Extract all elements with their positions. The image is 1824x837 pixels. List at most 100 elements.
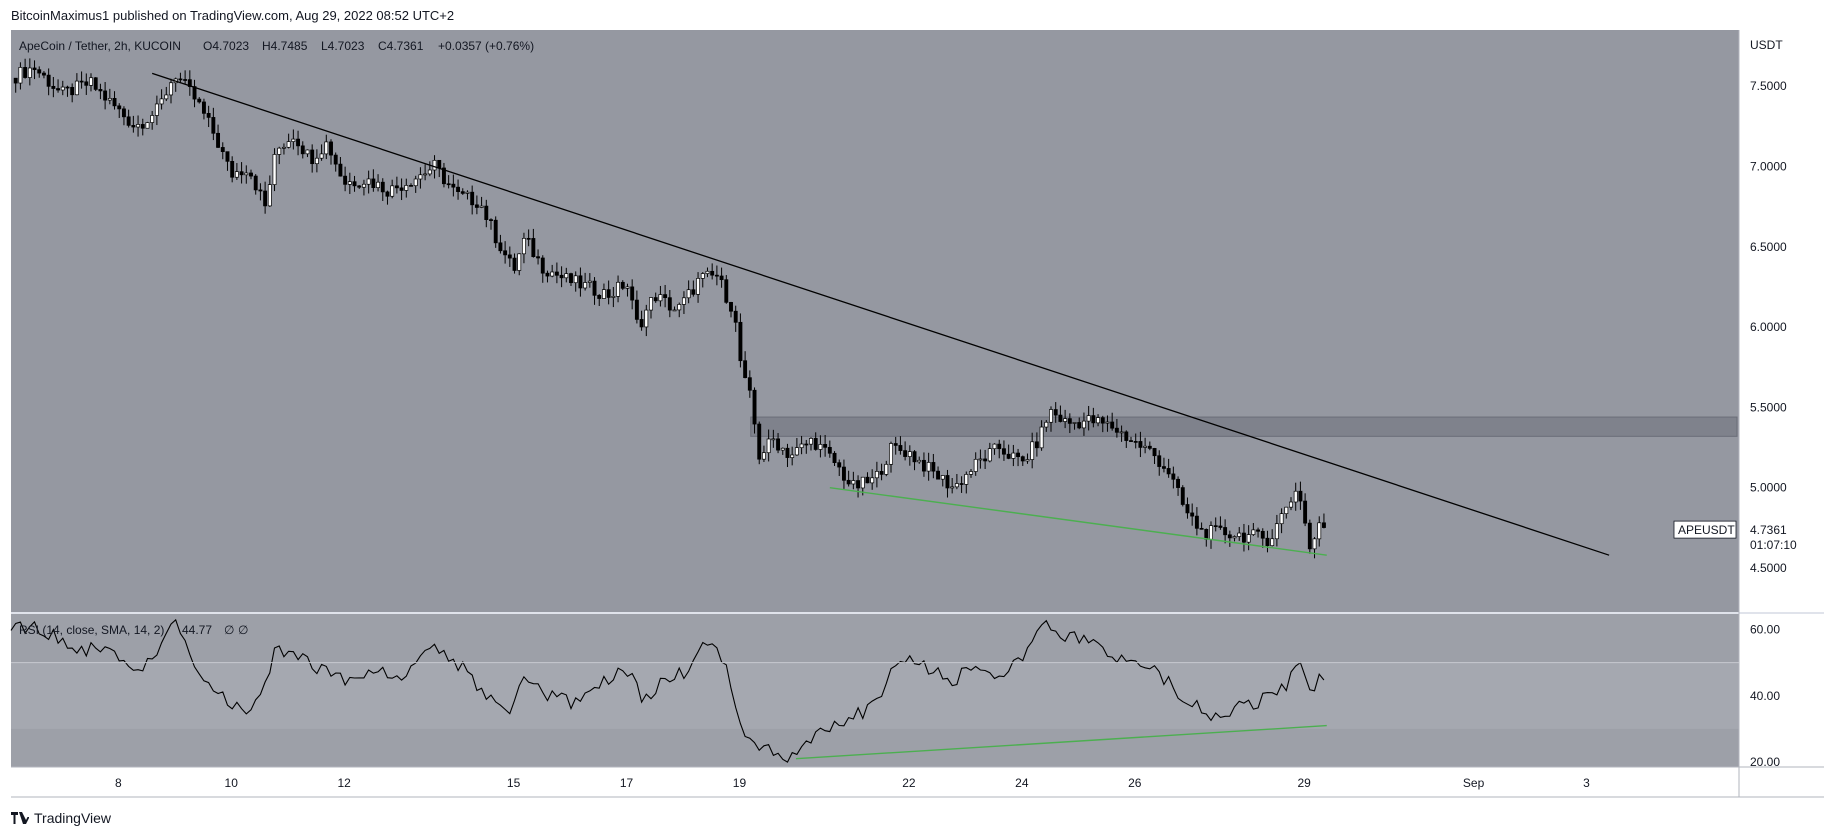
candle-body — [931, 462, 936, 472]
rsi-band — [11, 662, 1739, 729]
candle-body — [329, 141, 333, 156]
candle-body — [394, 185, 399, 189]
candle-body — [587, 280, 592, 283]
support-line[interactable] — [829, 487, 1327, 556]
candle-body — [1171, 473, 1176, 480]
candle-body — [1049, 409, 1053, 423]
candle-body — [710, 270, 715, 276]
price-tick-label: 6.0000 — [1750, 320, 1787, 334]
candle-body — [18, 67, 23, 84]
candle-body — [804, 443, 809, 446]
candle-body — [743, 360, 748, 379]
candle-body — [1232, 536, 1237, 539]
candle-body — [1058, 414, 1063, 422]
candle-body — [131, 125, 136, 128]
resistance-zone[interactable] — [750, 416, 1738, 437]
candle-body — [644, 309, 649, 328]
candle-body — [230, 160, 235, 178]
candle-body — [244, 172, 249, 176]
candle-body — [1317, 522, 1322, 540]
candle-body — [1246, 534, 1251, 543]
candle-body — [978, 458, 983, 461]
candle-body — [592, 280, 597, 296]
rsi-legend-label[interactable]: RSI (14, close, SMA, 14, 2) — [19, 623, 164, 637]
candle-body — [1081, 420, 1086, 429]
candle-body — [432, 159, 437, 171]
candle-body — [1105, 421, 1110, 424]
candle-body — [1176, 478, 1181, 488]
candle-body — [818, 444, 823, 450]
time-tick-label: 19 — [733, 776, 747, 790]
candle-body — [611, 295, 616, 298]
candle-body — [550, 271, 555, 277]
candle-body — [733, 310, 738, 323]
candle-body — [620, 281, 625, 289]
candle-body — [921, 459, 926, 472]
candle-body — [959, 483, 964, 485]
candle-body — [837, 462, 842, 468]
candle-body — [249, 172, 253, 177]
candle-body — [263, 190, 268, 207]
candle-body — [950, 486, 955, 489]
last-price-countdown: 01:07:10 — [1750, 538, 1797, 552]
candle-body — [1143, 445, 1148, 448]
candle-body — [300, 145, 305, 155]
time-axis-bg[interactable] — [11, 767, 1739, 797]
candle-body — [150, 115, 155, 123]
candle-body — [418, 174, 423, 180]
legend-symbol[interactable]: ApeCoin / Tether, 2h, KUCOIN — [19, 39, 181, 53]
price-axis-unit: USDT — [1750, 38, 1783, 52]
candle-body — [799, 443, 804, 449]
candle-body — [625, 286, 630, 289]
candle-body — [964, 474, 969, 485]
candle-body — [451, 183, 456, 188]
candle-body — [1039, 426, 1044, 449]
candle-body — [1321, 522, 1326, 528]
rsi-axis-ticks: 60.00 40.00 20.00 — [1750, 623, 1780, 769]
legend-open: O4.7023 — [203, 39, 249, 53]
tradingview-brand[interactable]: TradingView — [11, 810, 111, 826]
time-tick-label: 29 — [1297, 776, 1311, 790]
candle-body — [663, 294, 668, 299]
published-caption: BitcoinMaximus1 published on TradingView… — [11, 8, 455, 23]
candle-body — [1274, 523, 1279, 540]
candle-body — [347, 181, 352, 185]
candle-body — [634, 299, 639, 320]
candle-body — [1077, 422, 1082, 429]
candle-body — [686, 289, 691, 299]
time-tick-label: 24 — [1015, 776, 1029, 790]
candle-body — [761, 452, 766, 460]
candle-body — [277, 147, 282, 155]
candle-body — [1251, 529, 1256, 535]
candle-body — [1114, 427, 1119, 433]
candle-body — [460, 191, 465, 194]
candle-body — [700, 273, 705, 279]
candle-body — [813, 438, 818, 450]
price-tick-label: 6.5000 — [1750, 240, 1787, 254]
candle-body — [954, 483, 959, 488]
candle-body — [220, 147, 225, 153]
descending-trendline[interactable] — [151, 72, 1610, 556]
candle-body — [583, 282, 588, 289]
candle-body — [569, 273, 573, 284]
rsi-support-line[interactable] — [795, 724, 1327, 760]
candle-body — [601, 289, 606, 299]
candle-body — [159, 98, 164, 105]
tradingview-logo-icon — [11, 812, 29, 824]
candle-body — [997, 443, 1002, 450]
candle-body — [714, 274, 719, 277]
candle-body — [747, 377, 752, 391]
candle-body — [56, 88, 61, 91]
candle-body — [559, 274, 564, 279]
candle-body — [272, 154, 277, 185]
candle-body — [192, 86, 197, 100]
price-axis-bg[interactable] — [1739, 30, 1824, 767]
candle-body — [474, 204, 479, 208]
candle-body — [1016, 452, 1021, 458]
candle-body — [413, 178, 418, 187]
candle-body — [65, 86, 70, 89]
candle-body — [338, 163, 343, 177]
time-tick-label: 22 — [902, 776, 916, 790]
candle-body — [771, 438, 776, 441]
